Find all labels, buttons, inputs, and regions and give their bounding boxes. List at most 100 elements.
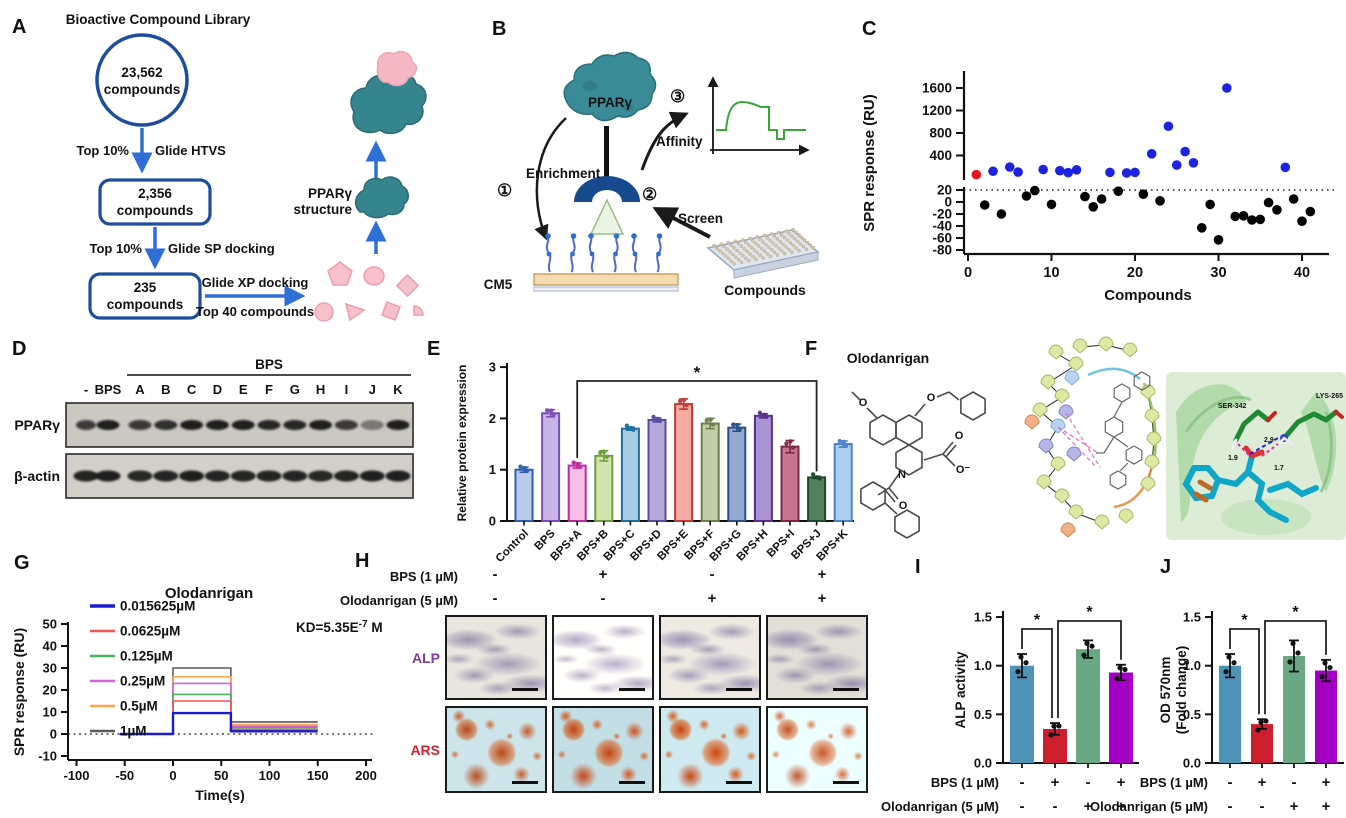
panel-c-scatter-chart: SPR response (RU) Compounds 400800120016… [861, 71, 1336, 304]
alp-image-control [445, 615, 547, 700]
c-scatter-points [971, 83, 1316, 245]
e-bar-BPS+D [647, 418, 667, 522]
row1-sign: - [1020, 774, 1025, 791]
data-dot [1018, 654, 1024, 660]
plate-well [790, 250, 794, 254]
plate-well [791, 243, 795, 248]
data-dot [1231, 660, 1237, 666]
y-tick-label: 0.0 [974, 756, 992, 771]
e-bar-BPS+H [753, 414, 773, 522]
e-data-dot [837, 438, 842, 444]
row1-sign: + [1117, 774, 1126, 791]
ppar-band [180, 420, 204, 430]
svgJ-y-axis-label: OD 570nm [1158, 657, 1173, 724]
significance-bracket [1057, 620, 1122, 719]
panel-e-label: E [427, 338, 441, 360]
ppar-band [205, 420, 229, 430]
ppar-band [154, 420, 178, 430]
plate-well [782, 235, 787, 240]
g-legend-label: 1µM [120, 724, 147, 739]
carboxylate-atom: O⁻ [956, 464, 971, 476]
e-data-dot [681, 397, 687, 403]
e-data-dot [790, 445, 796, 450]
distance-label: 1.9 [1228, 455, 1238, 462]
c-point-binders [1013, 167, 1023, 177]
bar-2 [1283, 655, 1305, 763]
e-bar-BPS+G [727, 426, 747, 522]
residue-bubble [1024, 414, 1040, 430]
c-point-non_binders [1230, 211, 1240, 222]
data-dot [1048, 732, 1054, 738]
significance-bracket [1021, 628, 1053, 719]
data-dot [1295, 650, 1301, 656]
g-x-tick-label: 150 [307, 768, 329, 783]
y-tick-label: 0.5 [974, 707, 992, 722]
c-point-binders [1163, 121, 1174, 132]
ligand-dot [656, 251, 661, 257]
ring [860, 481, 886, 511]
screen-label: Screen [678, 211, 723, 226]
ppar-band [334, 420, 358, 430]
e-bar-BPS+J [807, 476, 827, 523]
plate-well [748, 236, 752, 240]
c-point-non_binders [1297, 216, 1307, 226]
ppar-band [128, 420, 152, 430]
data-dot [1263, 718, 1269, 724]
e-data-dot [628, 425, 634, 431]
compound-shapes-icon [314, 261, 424, 322]
lane-label: B [161, 382, 170, 397]
complex-protein-icon [350, 72, 427, 135]
e-data-dot [761, 412, 767, 417]
ligand-ring [1109, 470, 1127, 490]
panel-g-sensorgram: Olodanrigan KD=5.35E-7 M SPR response (R… [11, 585, 383, 803]
y-tick-label: 1.0 [974, 658, 992, 673]
residue-bubble [1036, 474, 1052, 490]
plate-well [715, 246, 719, 250]
ppar-blob-icon [563, 51, 657, 122]
c-y-tick-label: -60 [932, 231, 952, 246]
residue-bubble [1054, 488, 1070, 504]
plate-well [719, 242, 723, 246]
c-point-binders [1121, 168, 1132, 178]
e-significance-bracket [576, 380, 818, 472]
panel-d-label: D [12, 338, 27, 360]
row1-sign: + [1322, 774, 1331, 791]
plate-well [718, 248, 722, 253]
ars-image-bps [552, 706, 654, 793]
residue-sticks [1233, 409, 1339, 443]
c-point-binders [1105, 167, 1115, 178]
c-x-tick-label: 40 [1294, 265, 1310, 281]
bps-group-label: BPS [255, 357, 283, 372]
e-bar-Control [514, 468, 534, 522]
residue-bubble [1072, 338, 1088, 354]
capture-protein-icon [574, 176, 640, 202]
compound-name: Olodanrigan [846, 350, 930, 366]
lane-label: - [84, 382, 88, 397]
residue-label-ser: SER-342 [1218, 403, 1247, 410]
ligand-dot [589, 251, 595, 257]
scale-bar [512, 781, 538, 784]
plate-well [772, 250, 777, 255]
plate-well [759, 246, 764, 251]
bond [914, 403, 926, 417]
ppar-structure-icon [354, 176, 409, 219]
e-data-dot [704, 418, 709, 423]
g-legend-label: 0.5µM [120, 699, 158, 714]
plate-well [739, 244, 744, 249]
c-point-binders [1222, 83, 1232, 93]
plate-well [767, 245, 771, 249]
c-y-tick-label: 0 [944, 195, 952, 210]
c-point-binders [1171, 160, 1182, 170]
ars-image-control [445, 706, 547, 793]
c-x-tick-label: 20 [1127, 265, 1143, 281]
step2-right: Glide SP docking [168, 241, 275, 256]
bond [942, 441, 954, 455]
alp-stain-label: ALP [412, 650, 440, 666]
actin-band [179, 470, 205, 482]
e-data-dot [784, 441, 789, 446]
e-data-dot [655, 416, 660, 422]
g-y-tick-label: 40 [43, 639, 57, 654]
c-point-non_binders [1138, 189, 1149, 199]
